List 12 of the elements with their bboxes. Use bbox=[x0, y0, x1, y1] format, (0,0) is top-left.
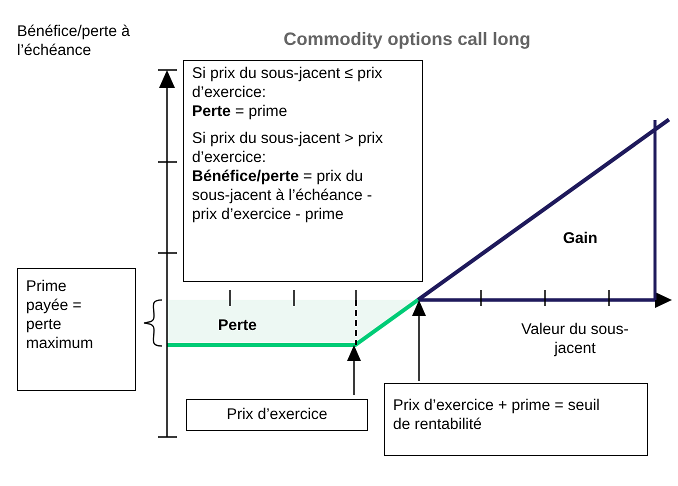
chart-title: Commodity options call long bbox=[284, 29, 530, 49]
annotation: Perte = prime bbox=[192, 102, 288, 121]
annotation: Gain bbox=[563, 229, 598, 248]
annotation: Bénéfice/perte = prix du sous-jacent à l’échéance - prix d’exercice - prime bbox=[192, 167, 374, 224]
text: Prix d’exercice + prime = seuil de rentabilité bbox=[384, 383, 648, 456]
annotation: Si prix du sous-jacent > prix d’exercice: bbox=[192, 129, 384, 167]
text: Prime payée = perte maximum bbox=[17, 268, 136, 391]
annotation: Perte bbox=[218, 316, 258, 335]
x-axis-title: Valeur du sous-jacent bbox=[520, 320, 630, 358]
y-axis-title: Bénéfice/perte à l’échéance bbox=[17, 22, 131, 60]
text: Si prix du sous-jacent ≤ prix d’exercice: bbox=[192, 64, 384, 102]
text: Prix d’exercice bbox=[186, 399, 368, 431]
